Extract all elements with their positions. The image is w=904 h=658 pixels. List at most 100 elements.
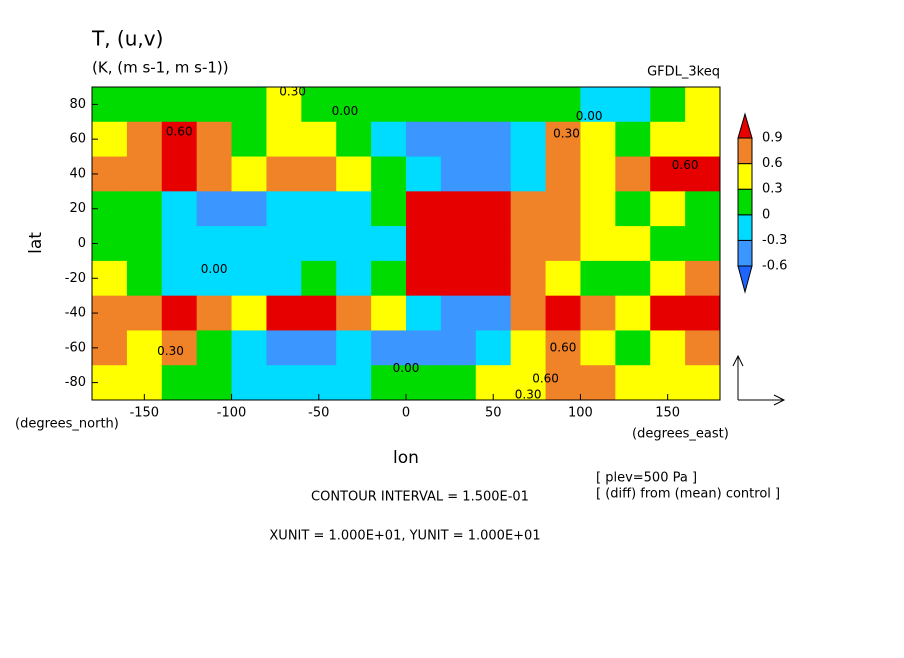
field-cell — [231, 156, 267, 192]
field-cell — [615, 87, 651, 123]
reference-arrow-right — [738, 394, 786, 406]
x-tick-label: -50 — [308, 406, 329, 421]
contour-label: 0.00 — [393, 361, 420, 375]
field-cell — [510, 121, 547, 158]
y-tick-label: -60 — [65, 340, 86, 355]
colorbar-label: -0.6 — [762, 259, 787, 274]
field-cell — [475, 121, 512, 158]
field-cell — [371, 87, 407, 123]
field-cell — [510, 191, 547, 227]
field-cell — [336, 260, 372, 297]
contour-label: 0.60 — [672, 158, 699, 172]
field-cell — [336, 191, 372, 227]
chart-title: T, (u,v) — [91, 27, 163, 51]
field-cell — [161, 87, 198, 123]
colorbar: -0.6 -0.3 0 0.3 0.6 0.9 — [737, 112, 787, 294]
field-cell — [685, 365, 721, 401]
field-cell — [161, 330, 198, 366]
y-units: (degrees_north) — [15, 417, 119, 432]
field-cell — [615, 260, 651, 297]
contour-label: 0.30 — [157, 344, 184, 358]
field-cell — [266, 365, 302, 401]
field-cell — [685, 191, 721, 227]
field-cell — [545, 191, 581, 227]
field-cell — [406, 295, 442, 331]
field-cell — [440, 260, 477, 297]
field-cell — [266, 87, 302, 123]
field-cell — [231, 295, 267, 331]
field-cell — [301, 87, 337, 123]
field-cell — [475, 191, 512, 227]
field-cell — [126, 226, 163, 262]
field-cell — [231, 260, 267, 297]
field-cell — [161, 156, 198, 192]
field-cell — [580, 191, 616, 227]
field-cell — [196, 330, 233, 366]
field-cell — [545, 295, 581, 331]
field-cell — [650, 260, 686, 297]
field-cell — [510, 295, 547, 331]
field-cell — [161, 295, 198, 331]
field-cell — [440, 121, 477, 158]
field-cell — [406, 156, 442, 192]
field-cell — [161, 191, 198, 227]
field-cell — [440, 226, 477, 262]
field-cell — [685, 330, 721, 366]
field-cell — [545, 121, 581, 158]
chart-subtitle: (K, (m s-1, m s-1)) — [92, 59, 229, 77]
field-cell — [685, 226, 721, 262]
field-cell — [231, 87, 267, 123]
field-cell — [196, 295, 233, 331]
field-cell — [196, 260, 233, 297]
colorbar-top — [737, 112, 753, 139]
field-cell — [545, 226, 581, 262]
y-tick-label: -20 — [65, 271, 86, 286]
field-cell — [336, 156, 372, 192]
note: [ plev=500 Pa ] — [596, 471, 697, 486]
reference-arrow-up — [732, 354, 744, 400]
field-cell — [301, 260, 337, 297]
field-cell — [615, 121, 651, 158]
field-cell — [126, 121, 163, 158]
field-cell — [545, 330, 581, 366]
field-cell — [475, 226, 512, 262]
field-cell — [126, 330, 163, 366]
field-cell — [685, 87, 721, 123]
field-cell — [266, 121, 302, 158]
field-cell — [440, 330, 477, 366]
field-cell — [440, 191, 477, 227]
field-cell — [545, 87, 581, 123]
field-cell — [371, 226, 407, 262]
field-cell — [196, 191, 233, 227]
field-cell — [336, 87, 372, 123]
contour-label: 0.00 — [201, 262, 228, 276]
field-cell — [615, 191, 651, 227]
field-cell — [371, 121, 407, 158]
reference-vector — [732, 354, 786, 406]
colorbar-bottom — [737, 265, 753, 294]
colorbar-label: 0.9 — [762, 131, 783, 146]
field-cell — [510, 226, 547, 262]
field-cell — [231, 226, 267, 262]
field-cell — [545, 156, 581, 192]
field-cell — [266, 226, 302, 262]
field-cell — [580, 226, 616, 262]
field-cell — [650, 226, 686, 262]
field-cell — [580, 365, 616, 401]
field-cell — [301, 226, 337, 262]
field-cell — [196, 87, 233, 123]
y-tick-label: 80 — [69, 97, 86, 112]
field-cell — [231, 365, 267, 401]
y-axis-label: lat — [26, 232, 46, 254]
field-cell — [545, 365, 581, 401]
field-cell — [266, 191, 302, 227]
field-cell — [510, 156, 547, 192]
field-cell — [161, 226, 198, 262]
field-cell — [266, 156, 302, 192]
field-cell — [231, 330, 267, 366]
colorbar-box — [737, 163, 753, 190]
field-cell — [650, 87, 686, 123]
field-cell — [650, 330, 686, 366]
field-cell — [685, 295, 721, 331]
field-cell — [371, 330, 407, 366]
